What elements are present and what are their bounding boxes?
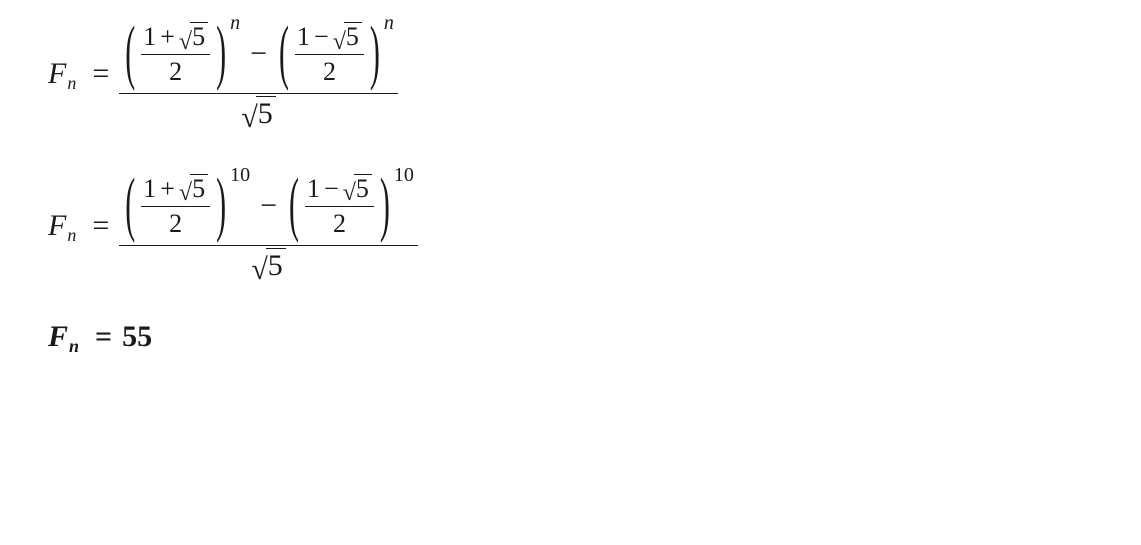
equals-sign: =	[86, 57, 119, 91]
inner-bar	[141, 54, 210, 55]
minus-inner-op: −	[320, 174, 343, 204]
exponent-n-1: n	[230, 12, 240, 35]
sqrt-5: √ 5	[179, 22, 208, 52]
outer-fraction: ( 1 + √ 5 2 ) n	[119, 16, 398, 132]
right-paren: )	[378, 170, 392, 242]
sqrt-5-denom: √ 5	[251, 248, 285, 282]
sqrt-5-denom: √ 5	[241, 96, 275, 130]
exponent-n-2: n	[384, 12, 394, 35]
left-paren: (	[123, 18, 137, 90]
inner-num-4: 1 − √ 5	[305, 174, 374, 204]
inner-den-1: 2	[167, 57, 184, 87]
radicand-5: 5	[190, 174, 208, 204]
subscript-n: n	[67, 73, 76, 94]
inner-num-1: 1 + √ 5	[141, 22, 210, 52]
equals-sign: =	[89, 320, 122, 354]
subscript-n: n	[69, 336, 79, 357]
minus-op: −	[240, 37, 277, 71]
radicand-5: 5	[266, 248, 286, 282]
equation-result: Fn = 55	[48, 320, 1093, 354]
right-paren: )	[214, 18, 228, 90]
inner-den-3: 2	[167, 209, 184, 239]
outer-denominator: √ 5	[237, 94, 279, 132]
inner-fraction-3: 1 + √ 5 2	[137, 170, 214, 243]
outer-fraction: ( 1 + √ 5 2 ) 10	[119, 168, 418, 284]
exponent-10-1: 10	[230, 164, 250, 187]
radicand-5: 5	[354, 174, 372, 204]
right-paren: )	[214, 170, 228, 242]
inner-fraction-4: 1 − √ 5 2	[301, 170, 378, 243]
radicand-5: 5	[344, 22, 362, 52]
left-paren: (	[287, 170, 301, 242]
outer-numerator: ( 1 + √ 5 2 ) n	[119, 16, 398, 93]
inner-den-4: 2	[331, 209, 348, 239]
one: 1	[143, 174, 156, 204]
psi-power-term-1: ( 1 − √ 5 2 ) n	[277, 18, 394, 91]
sqrt-5: √ 5	[333, 22, 362, 52]
psi-power-term-2: ( 1 − √ 5 2 ) 10	[287, 170, 414, 243]
sqrt-5: √ 5	[179, 174, 208, 204]
math-page: Fn = ( 1 + √ 5	[0, 0, 1141, 406]
minus-inner-op: −	[310, 22, 333, 52]
inner-bar	[305, 206, 374, 207]
lhs-Fn-bold: Fn	[48, 320, 79, 354]
inner-num-2: 1 − √ 5	[295, 22, 364, 52]
right-paren: )	[368, 18, 382, 90]
lhs-Fn: Fn	[48, 57, 76, 91]
minus-op: −	[250, 189, 287, 223]
inner-bar	[141, 206, 210, 207]
left-paren: (	[277, 18, 291, 90]
phi-power-term-2: ( 1 + √ 5 2 ) 10	[123, 170, 250, 243]
inner-fraction-2: 1 − √ 5 2	[291, 18, 368, 91]
equation-binet-n10: Fn = ( 1 + √ 5	[48, 168, 1093, 284]
symbol-F: F	[48, 209, 66, 243]
symbol-F: F	[48, 57, 66, 91]
result-value: 55	[122, 320, 152, 354]
plus-op: +	[156, 174, 179, 204]
plus-op: +	[156, 22, 179, 52]
radicand-5: 5	[190, 22, 208, 52]
radicand-5: 5	[256, 96, 276, 130]
one: 1	[307, 174, 320, 204]
equals-sign: =	[86, 209, 119, 243]
subscript-n: n	[67, 225, 76, 246]
inner-bar	[295, 54, 364, 55]
one: 1	[143, 22, 156, 52]
one: 1	[297, 22, 310, 52]
outer-denominator: √ 5	[247, 246, 289, 284]
sqrt-5: √ 5	[343, 174, 372, 204]
inner-den-2: 2	[321, 57, 338, 87]
lhs-Fn: Fn	[48, 209, 76, 243]
phi-power-term-1: ( 1 + √ 5 2 ) n	[123, 18, 240, 91]
exponent-10-2: 10	[394, 164, 414, 187]
equation-binet-general: Fn = ( 1 + √ 5	[48, 16, 1093, 132]
inner-fraction-1: 1 + √ 5 2	[137, 18, 214, 91]
outer-numerator: ( 1 + √ 5 2 ) 10	[119, 168, 418, 245]
left-paren: (	[123, 170, 137, 242]
symbol-F: F	[48, 320, 68, 354]
inner-num-3: 1 + √ 5	[141, 174, 210, 204]
